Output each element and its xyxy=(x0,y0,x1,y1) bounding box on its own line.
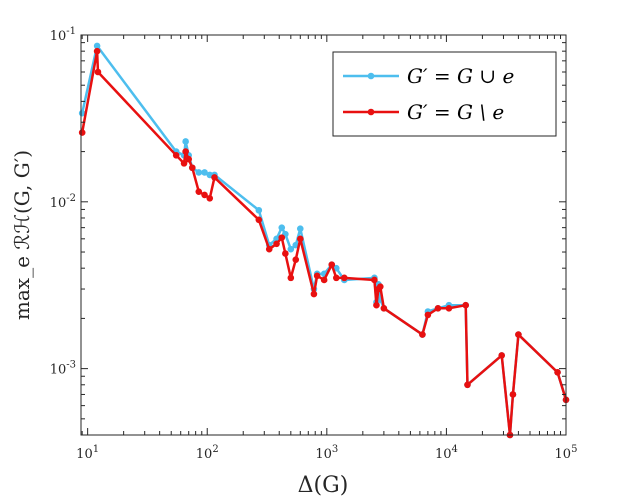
x-tick-label: 102 xyxy=(196,444,219,462)
series-2-point xyxy=(201,191,208,199)
series-2-point xyxy=(182,148,189,155)
series-2-point xyxy=(273,240,280,248)
series-2-point xyxy=(185,155,192,163)
series-2-point xyxy=(206,194,214,202)
series-2-point xyxy=(296,235,304,243)
x-axis-label: Δ(G) xyxy=(298,473,349,498)
y-tick-label: 10-1 xyxy=(50,26,76,44)
series-1-point xyxy=(287,245,295,253)
series-2-point xyxy=(310,290,318,298)
series-2-point xyxy=(462,301,470,309)
series-2-point xyxy=(94,68,102,76)
series-2-point xyxy=(211,174,218,181)
x-tick-label: 103 xyxy=(315,444,338,462)
series-2-point xyxy=(265,245,273,253)
x-tick-label: 105 xyxy=(555,444,578,462)
x-tick-label: 101 xyxy=(76,444,99,462)
series-1-point xyxy=(278,224,286,231)
series-2-point xyxy=(278,234,286,241)
series-2-point xyxy=(328,261,336,268)
series-2-point xyxy=(320,276,328,284)
series-2-point xyxy=(554,369,561,376)
series-2-point xyxy=(464,381,471,389)
x-tick-label: 104 xyxy=(435,444,458,462)
series-2-point xyxy=(287,274,295,282)
series-2-point xyxy=(341,274,348,282)
series-2-point xyxy=(498,352,506,359)
y-axis-label: max_e ℛℋ(G, G′) xyxy=(10,150,34,320)
series-2-point xyxy=(93,47,101,55)
series-2-point xyxy=(313,272,321,280)
series-2-point xyxy=(434,304,442,312)
series-layer xyxy=(78,42,570,439)
axes-layer: 101 102 103 104 105 10-3 10-2 10-1 xyxy=(50,26,578,462)
legend-label-2: G′ = G \ e xyxy=(407,100,504,124)
legend-box xyxy=(332,51,557,137)
series-2-point xyxy=(78,129,86,136)
plot-frame xyxy=(80,34,567,436)
series-2-point xyxy=(180,160,188,167)
series-1-point xyxy=(195,169,203,176)
series-2-point xyxy=(380,304,388,312)
series-1-point xyxy=(201,169,208,176)
legend-label-1: G′ = G ∪ e xyxy=(407,64,514,88)
legend-marker-2 xyxy=(367,108,375,116)
y-tick-label: 10-2 xyxy=(50,193,76,211)
series-2-point xyxy=(377,283,384,290)
series-2-point xyxy=(255,216,263,224)
series-1-point xyxy=(296,225,304,232)
series-2-point xyxy=(373,301,380,309)
series-1-point xyxy=(93,42,101,50)
series-2-point xyxy=(332,274,340,282)
series-2-point xyxy=(172,152,180,159)
series-2-point xyxy=(282,250,289,257)
series-2-point xyxy=(292,256,300,263)
series-2-point xyxy=(195,188,203,195)
series-2-point xyxy=(424,311,432,319)
series-1-point xyxy=(182,138,189,145)
legend: G′ = G ∪ e G′ = G \ e xyxy=(332,51,557,137)
series-2-point xyxy=(419,331,426,338)
series-2-point xyxy=(509,391,517,398)
series-2 xyxy=(78,47,570,439)
y-tick-label: 10-3 xyxy=(50,360,76,378)
series-2-point xyxy=(515,331,522,338)
series-2-point xyxy=(371,276,378,284)
series-1-point xyxy=(255,206,263,214)
series-2-point xyxy=(445,304,453,312)
series-2-point xyxy=(188,164,196,172)
legend-marker-1 xyxy=(367,72,375,80)
